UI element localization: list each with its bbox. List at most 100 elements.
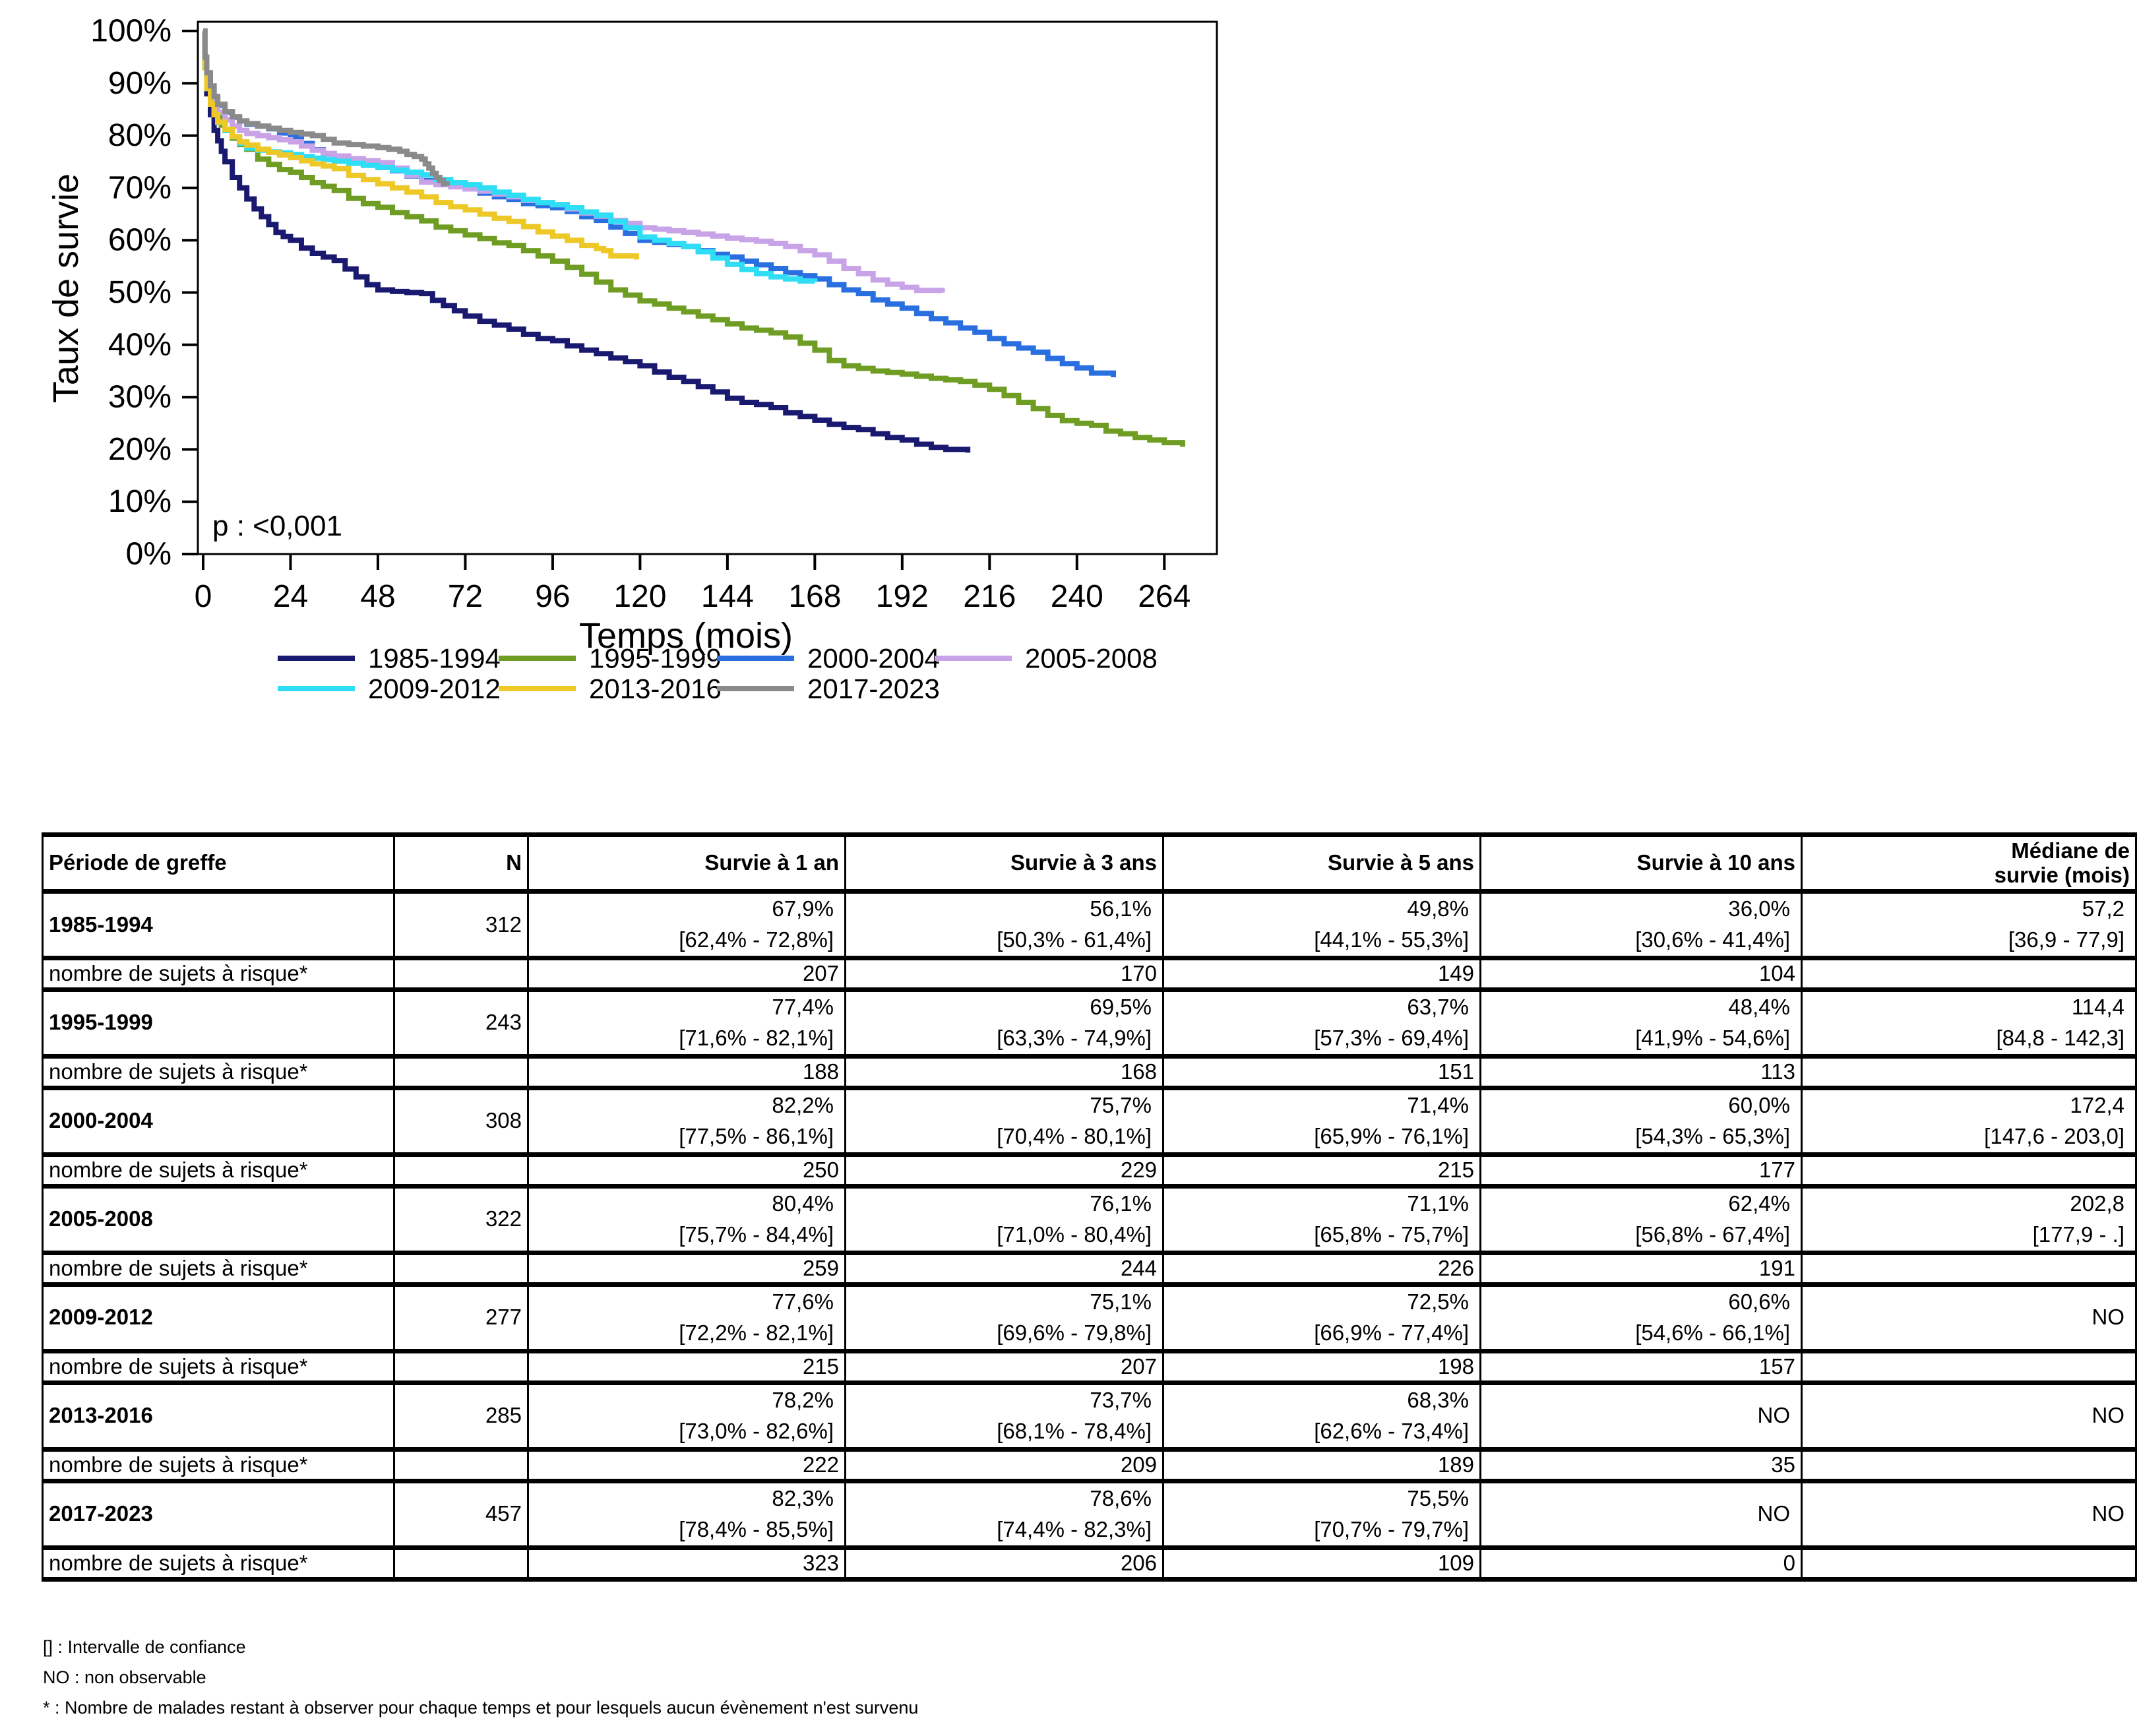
value-cell: 62,4% [56,8% - 67,4%] [1479, 1183, 1803, 1255]
survival-value: 67,9% [772, 896, 834, 921]
survival-value: 62,4% [1728, 1191, 1790, 1216]
survival-value: 114,4 [2071, 994, 2124, 1019]
y-axis-title: Taux de survie [46, 173, 86, 403]
value-cell: 73,7% [68,1% - 78,4%] [844, 1380, 1164, 1452]
confidence-interval: [71,6% - 82,1%] [679, 1026, 834, 1050]
risk-n-cell [393, 956, 529, 992]
legend-item-2017-2023: 2017-2023 [717, 673, 940, 704]
confidence-interval: [36,9 - 77,9] [2008, 927, 2124, 952]
legend-label-2000-2004: 2000-2004 [807, 643, 940, 674]
table-row-risk-2000-2004: nombre de sujets à risque* 250 229 215 177 [42, 1152, 2137, 1189]
value-cell: 78,2% [73,0% - 82,6%] [527, 1380, 846, 1452]
legend-item-2009-2012: 2009-2012 [278, 673, 501, 704]
confidence-interval: [78,4% - 85,5%] [679, 1516, 834, 1541]
value-cell: 75,5% [70,7% - 79,7%] [1162, 1478, 1481, 1550]
x-tick-label: 168 [788, 579, 841, 614]
risk-value-cell: 104 [1479, 956, 1803, 992]
period-cell: 1985-1994 [42, 889, 395, 960]
risk-value-cell: 198 [1162, 1348, 1481, 1385]
curve-1985-1994 [202, 28, 971, 453]
legend-label-2009-2012: 2009-2012 [368, 673, 501, 704]
legend-item-1985-1994: 1985-1994 [278, 643, 501, 674]
y-tick-label: 60% [108, 223, 171, 258]
survival-value: NO [1757, 1501, 1791, 1526]
risk-label-cell: nombre de sujets à risque* [42, 956, 395, 992]
survival-value: 202,8 [2070, 1191, 2124, 1216]
survival-value: 78,6% [1090, 1485, 1152, 1510]
confidence-interval: [66,9% - 77,4%] [1314, 1320, 1469, 1345]
confidence-interval: [54,3% - 65,3%] [1635, 1123, 1790, 1148]
risk-value-cell: 113 [1479, 1053, 1803, 1090]
value-cell: 71,1% [65,8% - 75,7%] [1162, 1183, 1481, 1255]
survival-value: 78,2% [772, 1387, 834, 1412]
value-cell: 63,7% [57,3% - 69,4%] [1162, 987, 1481, 1059]
confidence-interval: [70,7% - 79,7%] [1314, 1516, 1469, 1541]
survival-value: 77,6% [772, 1289, 834, 1314]
risk-label-cell: nombre de sujets à risque* [42, 1152, 395, 1189]
table-row-risk-2013-2016: nombre de sujets à risque* 222 209 189 35 [42, 1446, 2137, 1483]
confidence-interval: [56,8% - 67,4%] [1635, 1222, 1790, 1247]
survival-value: 75,5% [1407, 1485, 1469, 1510]
risk-value-cell [1801, 1053, 2137, 1090]
risk-value-cell: 206 [844, 1545, 1164, 1582]
x-tick-label: 24 [273, 579, 308, 614]
value-cell: 56,1% [50,3% - 61,4%] [844, 889, 1164, 960]
survival-value: 82,2% [772, 1092, 834, 1117]
table-row-2000-2004: 2000-2004 308 82,2% [77,5% - 86,1%] 75,7% [70… [42, 1085, 2137, 1157]
legend-label-1995-1999: 1995-1999 [589, 643, 722, 674]
table-row-risk-2005-2008: nombre de sujets à risque* 259 244 226 191 [42, 1250, 2137, 1287]
risk-value-cell [1801, 1152, 2137, 1189]
survival-value: 80,4% [772, 1191, 834, 1216]
table-row-1985-1994: 1985-1994 312 67,9% [62,4% - 72,8%] 56,1% [50… [42, 889, 2137, 960]
value-cell: 75,1% [69,6% - 79,8%] [844, 1282, 1164, 1353]
risk-n-cell [393, 1446, 529, 1483]
survival-value: 77,4% [772, 994, 834, 1019]
risk-value-cell: 0 [1479, 1545, 1803, 1582]
risk-n-cell [393, 1152, 529, 1189]
confidence-interval: [84,8 - 142,3] [1996, 1026, 2124, 1050]
risk-value-cell: 207 [844, 1348, 1164, 1385]
risk-n-cell [393, 1348, 529, 1385]
y-tick-label: 30% [108, 380, 171, 415]
curve-1995-1999 [202, 28, 1185, 447]
risk-value-cell: 215 [527, 1348, 846, 1385]
value-cell: 80,4% [75,7% - 84,4%] [527, 1183, 846, 1255]
plot-box [197, 20, 1218, 555]
y-tick-label: 40% [108, 327, 171, 362]
period-cell: 2009-2012 [42, 1282, 395, 1353]
risk-value-cell [1801, 1446, 2137, 1483]
value-cell: 60,6% [54,6% - 66,1%] [1479, 1282, 1803, 1353]
risk-n-cell [393, 1250, 529, 1287]
y-tick-label: 90% [108, 66, 171, 101]
kaplan-meier-plot: 100% 90% 80% 70% 60% 50% 40% 30% 20% 10% 0% 0 24 48 7… [46, 14, 1218, 704]
table-row-risk-1995-1999: nombre de sujets à risque* 188 168 151 113 [42, 1053, 2137, 1090]
survival-value: 73,7% [1090, 1387, 1152, 1412]
x-tick-label: 120 [613, 579, 666, 614]
period-label: 1985-1994 [49, 912, 153, 937]
risk-value-cell: 188 [527, 1053, 846, 1090]
x-axis-title: Temps (mois) [579, 616, 793, 656]
n-cell: 308 [393, 1085, 529, 1157]
value-cell: 36,0% [30,6% - 41,4%] [1479, 889, 1803, 960]
confidence-interval: [77,5% - 86,1%] [679, 1123, 834, 1148]
risk-value-cell [1801, 1545, 2137, 1582]
period-label: 1995-1999 [49, 1010, 153, 1035]
survival-value: 36,0% [1728, 896, 1790, 921]
value-cell: NO [1479, 1478, 1803, 1550]
footnote-no: NO : non observable [43, 1667, 206, 1687]
survival-value: 48,4% [1728, 994, 1790, 1019]
y-tick-label: 10% [108, 484, 171, 519]
x-tick-label: 72 [448, 579, 483, 614]
survival-value: 72,5% [1407, 1289, 1469, 1314]
period-cell: 2017-2023 [42, 1478, 395, 1550]
value-cell: 172,4 [147,6 - 203,0] [1801, 1085, 2137, 1157]
value-cell: 49,8% [44,1% - 55,3%] [1162, 889, 1481, 960]
x-tick-label: 96 [535, 579, 570, 614]
risk-value-cell: 250 [527, 1152, 846, 1189]
survival-chart: 100% 90% 80% 70% 60% 50% 40% 30% 20% 10% 0% 0 24 48 7… [0, 0, 1293, 726]
value-cell: 69,5% [63,3% - 74,9%] [844, 987, 1164, 1059]
value-cell: 72,5% [66,9% - 77,4%] [1162, 1282, 1481, 1353]
n-cell: 312 [393, 889, 529, 960]
survival-value: 82,3% [772, 1485, 834, 1510]
period-label: 2013-2016 [49, 1403, 153, 1428]
